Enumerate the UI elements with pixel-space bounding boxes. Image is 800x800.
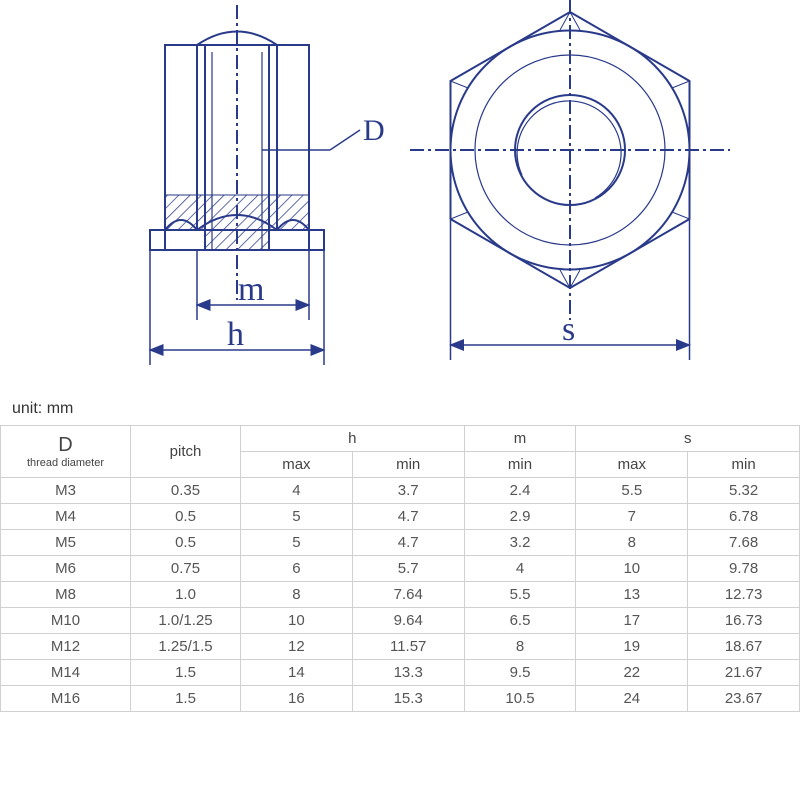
m-label: m [238, 271, 264, 308]
col-h-header: h [241, 426, 465, 452]
cell-d: M12 [1, 634, 131, 660]
cell-h_max: 5 [241, 504, 353, 530]
cell-d: M5 [1, 530, 131, 556]
h-label: h [227, 316, 244, 353]
cell-h_min: 3.7 [352, 478, 464, 504]
cell-s_min: 7.68 [688, 530, 800, 556]
cell-h_min: 13.3 [352, 660, 464, 686]
cell-s_max: 17 [576, 608, 688, 634]
table-row: M161.51615.310.52423.67 [1, 686, 800, 712]
cell-pitch: 1.25/1.5 [131, 634, 241, 660]
col-pitch-header: pitch [131, 426, 241, 478]
cell-h_max: 8 [241, 582, 353, 608]
h-min-header: min [352, 452, 464, 478]
cell-s_min: 16.73 [688, 608, 800, 634]
col-s-header: s [576, 426, 800, 452]
cell-h_max: 10 [241, 608, 353, 634]
table-row: M50.554.73.287.68 [1, 530, 800, 556]
col-m-header: m [464, 426, 576, 452]
d-label: D [363, 114, 385, 147]
cell-s_max: 24 [576, 686, 688, 712]
table-row: M81.087.645.51312.73 [1, 582, 800, 608]
cell-s_min: 6.78 [688, 504, 800, 530]
cell-m_min: 9.5 [464, 660, 576, 686]
cell-s_min: 9.78 [688, 556, 800, 582]
cell-h_max: 14 [241, 660, 353, 686]
cell-pitch: 1.0/1.25 [131, 608, 241, 634]
cell-m_min: 3.2 [464, 530, 576, 556]
col-d-header: D thread diameter [1, 426, 131, 478]
cell-h_min: 5.7 [352, 556, 464, 582]
cell-h_max: 16 [241, 686, 353, 712]
cell-pitch: 0.5 [131, 504, 241, 530]
spec-table: D thread diameter pitch h m s max min mi… [0, 425, 800, 712]
cell-m_min: 2.9 [464, 504, 576, 530]
table-row: M30.3543.72.45.55.32 [1, 478, 800, 504]
h-max-header: max [241, 452, 353, 478]
cell-h_min: 11.57 [352, 634, 464, 660]
technical-drawing-area: D m h [0, 0, 800, 395]
cell-pitch: 1.0 [131, 582, 241, 608]
table-row: M60.7565.74109.78 [1, 556, 800, 582]
table-row: M141.51413.39.52221.67 [1, 660, 800, 686]
cell-d: M3 [1, 478, 131, 504]
cell-s_max: 13 [576, 582, 688, 608]
spec-table-area: D thread diameter pitch h m s max min mi… [0, 425, 800, 712]
cell-h_max: 12 [241, 634, 353, 660]
table-row: M40.554.72.976.78 [1, 504, 800, 530]
top-view [410, 0, 730, 320]
cell-s_min: 12.73 [688, 582, 800, 608]
side-view [150, 5, 324, 300]
cell-h_max: 6 [241, 556, 353, 582]
table-row: M101.0/1.25109.646.51716.73 [1, 608, 800, 634]
cell-m_min: 10.5 [464, 686, 576, 712]
cell-s_max: 7 [576, 504, 688, 530]
cell-d: M14 [1, 660, 131, 686]
cell-s_min: 23.67 [688, 686, 800, 712]
unit-label: unit: mm [12, 400, 73, 418]
cell-pitch: 1.5 [131, 686, 241, 712]
cell-s_min: 21.67 [688, 660, 800, 686]
cell-h_min: 7.64 [352, 582, 464, 608]
s-min-header: min [688, 452, 800, 478]
cell-d: M8 [1, 582, 131, 608]
cell-s_max: 22 [576, 660, 688, 686]
cell-s_max: 19 [576, 634, 688, 660]
cell-h_min: 15.3 [352, 686, 464, 712]
cell-m_min: 4 [464, 556, 576, 582]
cell-s_max: 5.5 [576, 478, 688, 504]
s-max-header: max [576, 452, 688, 478]
cell-s_max: 8 [576, 530, 688, 556]
table-row: M121.25/1.51211.5781918.67 [1, 634, 800, 660]
cell-m_min: 8 [464, 634, 576, 660]
m-min-header: min [464, 452, 576, 478]
cell-m_min: 6.5 [464, 608, 576, 634]
cell-d: M16 [1, 686, 131, 712]
cell-h_min: 9.64 [352, 608, 464, 634]
header-row-1: D thread diameter pitch h m s [1, 426, 800, 452]
cell-pitch: 0.5 [131, 530, 241, 556]
cell-d: M4 [1, 504, 131, 530]
cell-pitch: 1.5 [131, 660, 241, 686]
cell-m_min: 5.5 [464, 582, 576, 608]
cell-s_min: 5.32 [688, 478, 800, 504]
s-label: s [562, 311, 575, 348]
cell-h_max: 5 [241, 530, 353, 556]
cell-m_min: 2.4 [464, 478, 576, 504]
cell-d: M10 [1, 608, 131, 634]
cell-h_min: 4.7 [352, 504, 464, 530]
cell-h_max: 4 [241, 478, 353, 504]
cell-pitch: 0.35 [131, 478, 241, 504]
cell-s_min: 18.67 [688, 634, 800, 660]
cell-h_min: 4.7 [352, 530, 464, 556]
cell-s_max: 10 [576, 556, 688, 582]
cell-pitch: 0.75 [131, 556, 241, 582]
nut-diagram-svg: D m h [0, 0, 800, 395]
cell-d: M6 [1, 556, 131, 582]
